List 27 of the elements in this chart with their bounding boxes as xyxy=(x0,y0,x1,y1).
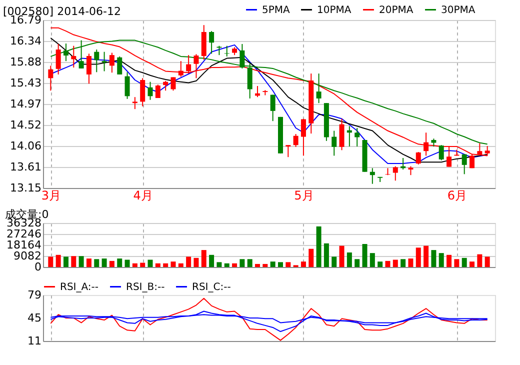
y-tick-label: 13.15 xyxy=(10,182,42,194)
y-tick-label: 15.88 xyxy=(10,56,42,68)
legend-label: RSI_B:-- xyxy=(126,282,166,293)
x-tick-label: 4月 xyxy=(133,188,153,202)
y-tick-label: 0 xyxy=(34,260,42,274)
y-tick-label: 15.43 xyxy=(10,76,42,90)
y-tick-label: 14.06 xyxy=(10,140,42,152)
legend-label: 30PMA xyxy=(441,4,476,16)
legend-label: 10PMA xyxy=(317,4,352,16)
legend-label: 5PMA xyxy=(262,4,290,16)
y-tick-label: 79 xyxy=(28,288,42,302)
y-tick-label: 14.52 xyxy=(10,118,42,132)
y-tick-label: 18164 xyxy=(6,238,42,252)
legend-label: RSI_C:-- xyxy=(192,282,232,293)
y-tick-label: 11 xyxy=(28,334,42,348)
x-tick-label: 6月 xyxy=(447,188,468,202)
text: RSI_A:-- xyxy=(60,282,99,293)
y-tick-label: 9082 xyxy=(14,250,42,262)
x-tick-label: 5月 xyxy=(294,188,314,202)
y-tick-label: 13.61 xyxy=(10,160,42,174)
y-tick-label: 27246 xyxy=(6,228,42,240)
chart-title: [002580] 2014-06-12 xyxy=(3,5,121,18)
y-tick-label: 45 xyxy=(28,312,42,324)
x-tick-label: 3月 xyxy=(41,188,61,202)
y-tick-label: 16.34 xyxy=(10,34,42,48)
y-tick-label: 14.97 xyxy=(10,98,42,110)
legend-label: 20PMA xyxy=(379,4,414,16)
